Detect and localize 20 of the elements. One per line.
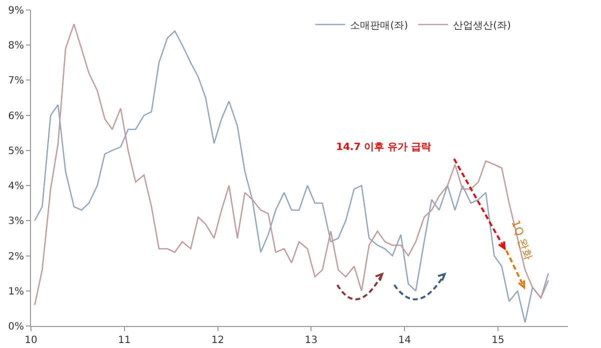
annotation: 1Q 완화 [508, 218, 535, 262]
x-tick-label: 11 [118, 335, 131, 346]
x-tick-label: 10 [24, 335, 38, 346]
y-tick-label: 2% [8, 251, 24, 262]
x-tick-label: 15 [492, 335, 504, 346]
annotation: 14.7 이후 유가 급락 [336, 142, 432, 153]
y-tick-label: 4% [8, 181, 24, 192]
y-tick-label: 0% [8, 322, 24, 332]
y-tick-label: 8% [8, 40, 24, 52]
y-tick-label: 6% [8, 110, 24, 122]
y-tick-label: 3% [8, 216, 24, 228]
y-tick-label: 5% [8, 146, 24, 157]
y-tick-label: 7% [8, 76, 24, 87]
legend-label: 소매판매(좌) [350, 20, 408, 32]
legend-label: 산업생산(좌) [453, 20, 512, 32]
x-tick-label: 12 [211, 335, 224, 346]
y-tick-label: 1% [8, 286, 24, 298]
x-tick-label: 13 [304, 335, 318, 346]
y-tick-label: 9% [8, 6, 24, 16]
x-tick-label: 14 [398, 335, 411, 346]
